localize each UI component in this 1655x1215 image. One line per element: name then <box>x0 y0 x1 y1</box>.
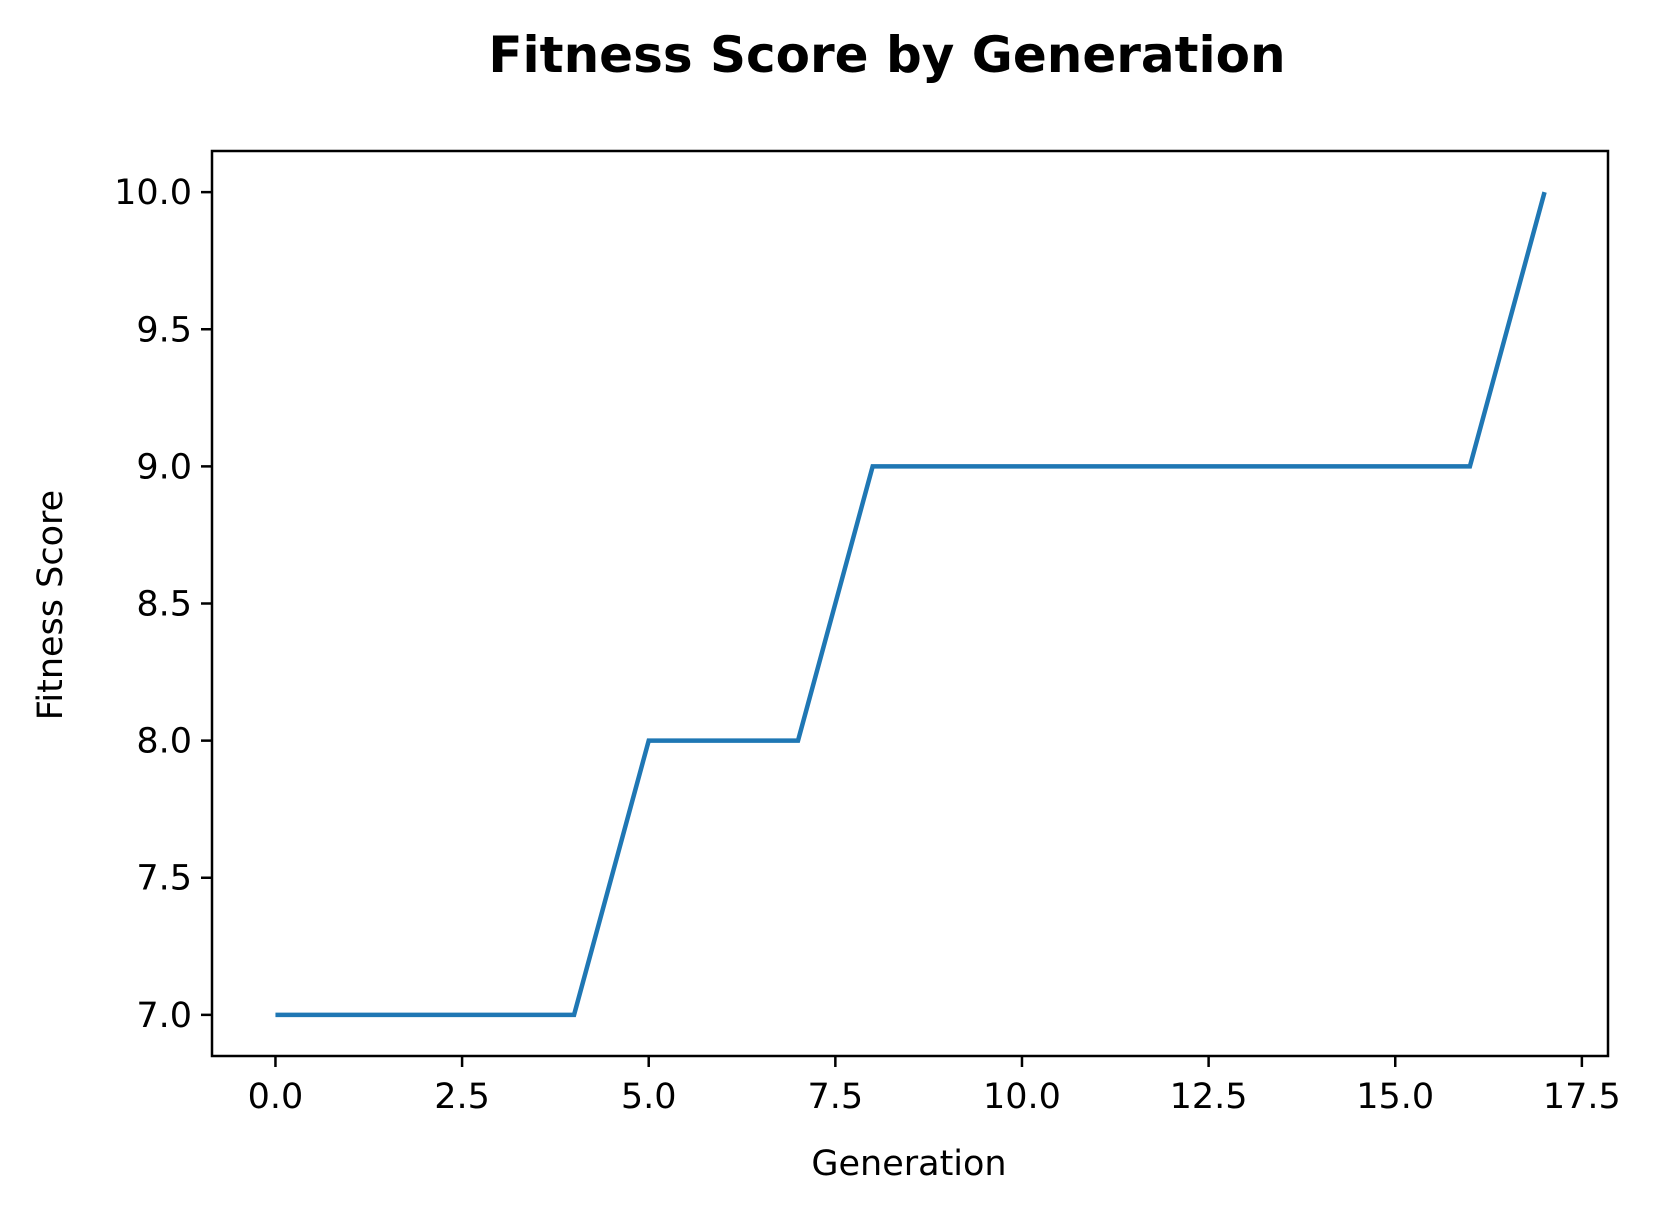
y-tick-label: 9.0 <box>136 447 192 487</box>
series-group <box>275 191 1547 1018</box>
x-tick-label: 10.0 <box>983 1077 1061 1117</box>
chart-title: Fitness Score by Generation <box>488 26 1285 84</box>
y-tick-label: 8.0 <box>136 722 192 762</box>
y-tick-label: 7.0 <box>136 996 192 1036</box>
x-tick-label: 12.5 <box>1170 1077 1248 1117</box>
series-line <box>275 191 1547 1018</box>
x-tick-label: 5.0 <box>621 1077 677 1117</box>
x-axis-label: Generation <box>811 1144 1006 1184</box>
y-tick-label: 10.0 <box>114 173 192 213</box>
y-axis-ticks: 7.0 7.5 8.0 8.5 9.0 9.5 10.0 <box>114 173 212 1036</box>
x-tick-label: 17.5 <box>1543 1077 1621 1117</box>
y-axis-label: Fitness Score <box>31 490 71 720</box>
x-axis-ticks: 0.0 2.5 5.0 7.5 10.0 12.5 15.0 17.5 <box>248 1056 1621 1117</box>
x-tick-label: 7.5 <box>808 1077 864 1117</box>
x-tick-label: 2.5 <box>434 1077 490 1117</box>
plot-area-frame <box>210 149 1610 1058</box>
x-tick-label: 0.0 <box>248 1077 304 1117</box>
y-tick-label: 9.5 <box>136 310 192 350</box>
y-tick-label: 7.5 <box>136 859 192 899</box>
y-tick-label: 8.5 <box>136 585 192 625</box>
x-tick-label: 15.0 <box>1356 1077 1434 1117</box>
